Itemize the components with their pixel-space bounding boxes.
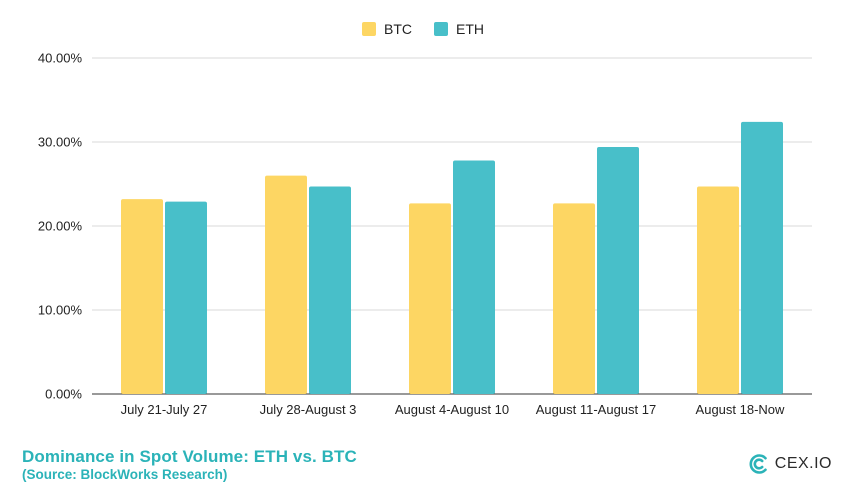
- y-axis-ticks: 0.00% 10.00% 20.00% 30.00% 40.00%: [38, 51, 83, 402]
- y-tick-label: 30.00%: [38, 135, 83, 150]
- chart-caption-title: Dominance in Spot Volume: ETH vs. BTC: [22, 447, 357, 466]
- bar-eth-1: [309, 186, 351, 394]
- chart-legend: BTC ETH: [362, 21, 484, 37]
- bar-eth-0: [165, 201, 207, 394]
- x-tick-label: July 21-July 27: [121, 402, 208, 417]
- x-axis-ticks: July 21-July 27 July 28-August 3 August 4-…: [121, 402, 785, 417]
- bar-chart: BTC ETH 0.00% 10.00% 20.00% 30.00% 40.00% Jul…: [38, 21, 812, 417]
- y-tick-label: 40.00%: [38, 51, 83, 66]
- bar-eth-2: [453, 160, 495, 394]
- y-tick-label: 0.00%: [45, 387, 82, 402]
- brand-name: CEX.IO: [774, 455, 832, 472]
- bar-btc-1: [265, 175, 307, 394]
- bar-btc-2: [409, 203, 451, 394]
- brand-logo: CEX.IO: [748, 453, 832, 475]
- legend-label-eth: ETH: [456, 21, 484, 37]
- cex-logo-icon: [749, 454, 767, 474]
- y-tick-label: 20.00%: [38, 219, 83, 234]
- chart-bars: [121, 121, 783, 394]
- bar-btc-3: [553, 203, 595, 394]
- chart-caption-source: (Source: BlockWorks Research): [22, 467, 228, 482]
- chart-gridlines: [92, 57, 812, 395]
- legend-swatch-btc: [362, 22, 376, 36]
- bar-btc-4: [697, 186, 739, 394]
- x-tick-label: August 18-Now: [696, 402, 785, 417]
- bar-eth-4: [741, 121, 783, 394]
- x-tick-label: July 28-August 3: [260, 402, 357, 417]
- legend-swatch-eth: [434, 22, 448, 36]
- bar-btc-0: [121, 199, 163, 394]
- x-tick-label: August 11-August 17: [536, 402, 656, 417]
- legend-label-btc: BTC: [384, 21, 412, 37]
- y-tick-label: 10.00%: [38, 303, 83, 318]
- x-tick-label: August 4-August 10: [395, 402, 509, 417]
- bar-eth-3: [597, 147, 639, 394]
